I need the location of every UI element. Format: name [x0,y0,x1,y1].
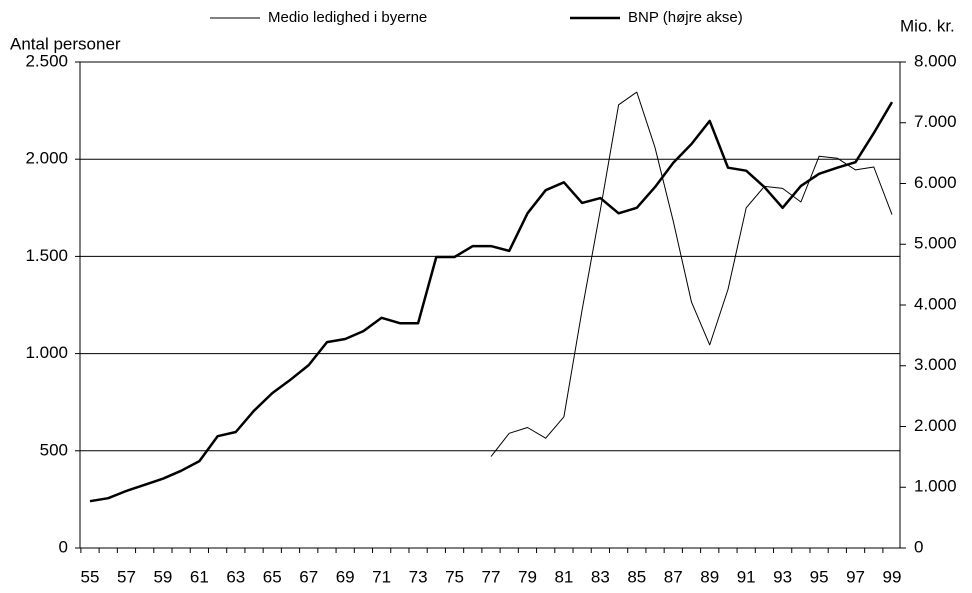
x-tick-label: 55 [81,567,100,586]
x-tick-label: 67 [299,567,318,586]
x-tick-label: 57 [117,567,136,586]
x-tick-label: 95 [810,567,829,586]
y-axis-label: Antal personer [10,34,121,53]
y2-tick-label: 3.000 [914,355,957,374]
x-tick-label: 71 [372,567,391,586]
legend-label: Medio ledighed i byerne [268,9,427,26]
x-tick-label: 73 [409,567,428,586]
y2-tick-label: 5.000 [914,234,957,253]
y-tick-label: 500 [40,440,68,459]
y2-tick-label: 0 [914,537,923,556]
y-tick-label: 1.500 [25,246,68,265]
x-tick-label: 61 [190,567,209,586]
x-tick-label: 97 [846,567,865,586]
y2-tick-label: 1.000 [914,477,957,496]
y2-tick-label: 6.000 [914,173,957,192]
x-tick-label: 99 [883,567,902,586]
x-tick-label: 91 [737,567,756,586]
x-tick-label: 63 [226,567,245,586]
x-tick-label: 93 [773,567,792,586]
x-tick-label: 85 [627,567,646,586]
x-tick-label: 59 [153,567,172,586]
x-tick-label: 89 [700,567,719,586]
y-tick-label: 0 [59,537,68,556]
x-tick-label: 83 [591,567,610,586]
y2-tick-label: 2.000 [914,416,957,435]
x-tick-label: 77 [482,567,501,586]
x-tick-label: 79 [518,567,537,586]
x-tick-label: 75 [445,567,464,586]
y2-tick-label: 8.000 [914,51,957,70]
x-tick-label: 65 [263,567,282,586]
y-tick-label: 1.000 [25,343,68,362]
legend-label: BNP (højre akse) [628,9,743,26]
y-tick-label: 2.500 [25,51,68,70]
y2-tick-label: 7.000 [914,112,957,131]
x-tick-label: 69 [336,567,355,586]
x-tick-label: 87 [664,567,683,586]
x-tick-label: 81 [554,567,573,586]
series-line [490,91,893,457]
y2-axis-label: Mio. kr. [900,16,955,35]
series-line [89,101,894,503]
y2-tick-label: 4.000 [914,294,957,313]
y-tick-label: 2.000 [25,149,68,168]
